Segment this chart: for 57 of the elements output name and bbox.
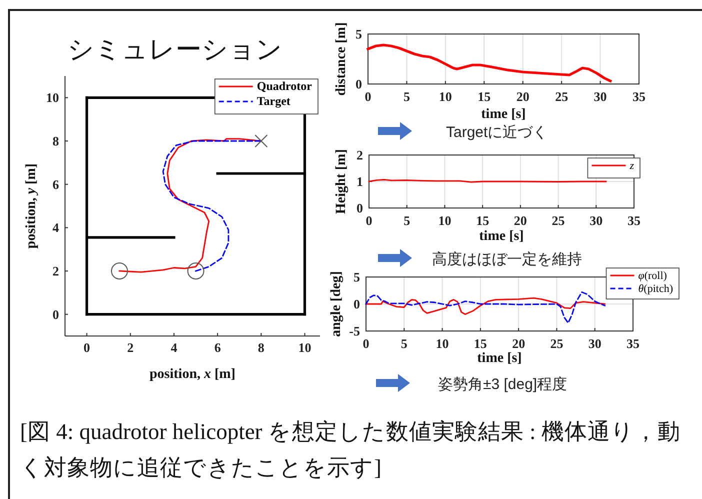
x-axis-title: position, x [m] — [150, 367, 236, 382]
y-tick-label: 8 — [52, 134, 60, 148]
text: Targetに近づく — [446, 124, 548, 141]
y-tick-label: 5 — [354, 270, 360, 284]
x-axis-title: time [s] — [481, 107, 526, 122]
x-tick-label: 0 — [84, 340, 90, 355]
y-tick-label: -5 — [349, 324, 360, 338]
x-tick-label: 5 — [400, 336, 408, 351]
x-tick-label: 15 — [474, 336, 488, 351]
legend-label: Target — [256, 94, 290, 108]
x-tick-label: 30 — [594, 89, 607, 104]
y-tick-label: 0 — [52, 306, 59, 322]
text: [図 4: quadrotor helicopter を想定した数値実験結果 : 機体通り，動く対象物に追従できたことを示す] — [20, 418, 682, 482]
y-axis-title: position, y [m] — [24, 163, 39, 249]
x-tick-label: 8 — [258, 340, 265, 355]
x-tick-label: 5 — [404, 213, 411, 228]
x-tick-label: 20 — [514, 213, 527, 228]
x-tick-label: 15 — [478, 89, 492, 104]
x-tick-label: 30 — [588, 336, 602, 351]
y-tick-label: 0 — [354, 296, 360, 312]
y-tick-label: 2 — [356, 148, 363, 162]
y-tick-label: 6 — [52, 176, 60, 192]
x-tick-label: 10 — [438, 213, 452, 228]
y-tick-label: 1 — [356, 174, 363, 189]
x-axis-title: time [s] — [479, 229, 524, 244]
x-tick-label: 10 — [438, 89, 452, 104]
y-tick-label: 0 — [356, 76, 362, 92]
legend-label: Quadrotor — [256, 79, 313, 93]
x-tick-label: 35 — [626, 336, 640, 351]
legend-label: θ(pitch) — [638, 283, 674, 295]
y-axis-title: distance [m] — [334, 22, 349, 96]
y-tick-label: 2 — [52, 264, 59, 278]
x-tick-label: 10 — [298, 340, 312, 355]
legend-label: z — [628, 160, 635, 172]
x-tick-label: 6 — [214, 340, 222, 355]
x-tick-label: 20 — [512, 336, 526, 351]
x-tick-label: 5 — [403, 89, 410, 104]
x-tick-label: 15 — [476, 213, 490, 228]
x-tick-label: 20 — [516, 89, 530, 104]
x-axis-title: time [s] — [477, 351, 522, 366]
chart-title: シミュレーション — [68, 34, 282, 64]
y-tick-label: 5 — [356, 26, 362, 42]
x-tick-label: 2 — [127, 340, 134, 355]
x-tick-label: 35 — [628, 213, 641, 228]
legend-label: φ(roll) — [638, 270, 668, 282]
x-tick-label: 25 — [555, 89, 569, 104]
y-axis-title: Height [m] — [334, 149, 349, 214]
x-tick-label: 10 — [436, 336, 449, 351]
x-tick-label: 4 — [170, 340, 178, 355]
x-tick-label: 25 — [550, 336, 564, 351]
text: 高度はほぼ一定を維持 — [432, 251, 582, 268]
x-tick-label: 30 — [590, 213, 603, 228]
y-axis-title: angle [deg] — [329, 271, 344, 337]
y-tick-label: 0 — [356, 200, 363, 216]
x-tick-label: 25 — [552, 213, 566, 228]
x-tick-label: 35 — [632, 89, 646, 104]
text: 姿勢角±3 [deg]程度 — [438, 376, 568, 393]
